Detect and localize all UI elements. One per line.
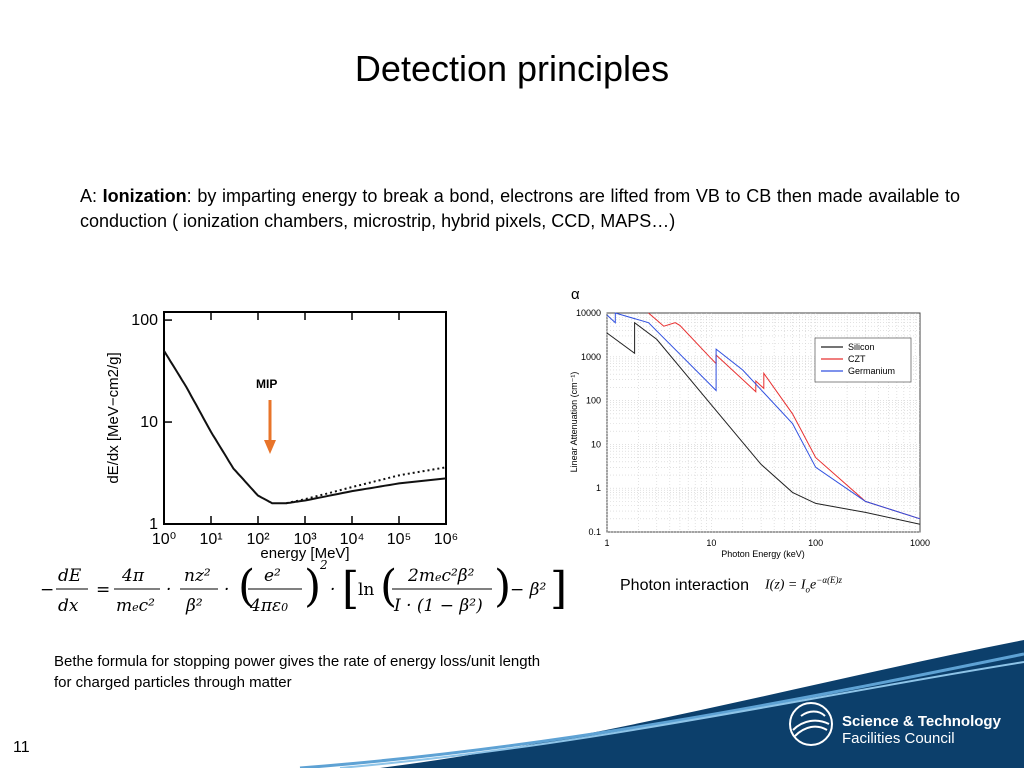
svg-text:β²: β² xyxy=(185,596,203,616)
dedx-ytick-label: 1 xyxy=(149,516,158,533)
svg-text:mec²: mec² xyxy=(116,596,155,616)
svg-text:4πε0: 4πε0 xyxy=(249,596,288,616)
paragraph-text: : by imparting energy to break a bond, e… xyxy=(80,186,960,231)
logo-line-2: Facilities Council xyxy=(842,730,955,747)
attenuation-xtick-label: 10 xyxy=(706,538,716,548)
svg-text:dE: dE xyxy=(58,566,82,586)
attenuation-series-silicon xyxy=(606,321,921,525)
slide-number: 11 xyxy=(13,739,30,756)
svg-text:(: ( xyxy=(380,561,397,612)
svg-text:dx: dx xyxy=(58,596,79,616)
svg-text:): ) xyxy=(494,561,511,612)
dedx-xlabel: energy [MeV] xyxy=(260,545,349,562)
caption-line-1: Bethe formula for stopping power gives t… xyxy=(54,653,541,670)
dedx-xtick-label: 10⁰ xyxy=(152,531,176,548)
svg-text:·: · xyxy=(166,580,171,600)
dedx-xtick-label: 10³ xyxy=(293,531,317,548)
dedx-xtick-label: 10⁴ xyxy=(340,531,365,548)
attenuation-ytick-label: 1 xyxy=(596,483,601,493)
page-title: Detection principles xyxy=(354,48,670,89)
stfc-logo-text: Science & Technology Facilities Council xyxy=(842,713,1001,747)
dedx-xtick-label: 10¹ xyxy=(199,531,222,548)
attenuation-ytick-label: 1000 xyxy=(581,352,601,362)
attenuation-ylabel: Linear Attenuation (cm⁻¹) xyxy=(569,372,579,473)
svg-text:=: = xyxy=(96,580,110,600)
attenuation-formula: I(z) = Ioe−α(E)z xyxy=(765,575,843,595)
dedx-xtick-label: 10² xyxy=(246,531,270,548)
stfc-logo-icon xyxy=(789,702,833,746)
svg-text:]: ] xyxy=(550,563,566,614)
attenuation-ytick-label: 100 xyxy=(586,396,601,406)
svg-text:ln: ln xyxy=(358,580,374,600)
svg-text:e²: e² xyxy=(264,566,281,586)
mip-arrow xyxy=(264,400,276,454)
photon-interaction-label: Photon interaction xyxy=(620,577,749,594)
svg-text:I · (1 − β²): I · (1 − β²) xyxy=(393,596,483,616)
attenuation-xtick-label: 1000 xyxy=(910,538,930,548)
mip-label: MIP xyxy=(256,377,278,391)
caption-line-2: for charged particles through matter xyxy=(54,674,292,691)
attenuation-ytick-label: 10000 xyxy=(576,308,601,318)
dedx-series-line xyxy=(163,350,447,505)
svg-text:(: ( xyxy=(238,561,255,612)
svg-text:4π: 4π xyxy=(121,566,145,586)
dedx-xtick-label: 10⁵ xyxy=(387,531,411,548)
attenuation-xlabel: Photon Energy (keV) xyxy=(721,549,805,559)
bethe-formula: − dE dx = 4π mec² · nz² β² · ( e² 4πε0 ) 2 ·… xyxy=(40,558,566,616)
attenuation-ytick-label: 0.1 xyxy=(588,527,601,537)
footer-swoosh xyxy=(299,640,1024,768)
ionization-paragraph: A: Ionization: by imparting energy to br… xyxy=(80,184,960,234)
dedx-ylabel: dE/dx [MeV−cm2/g] xyxy=(105,352,122,483)
legend-entry: Germanium xyxy=(848,366,895,376)
logo-line-1: Science & Technology xyxy=(842,713,1001,730)
attenuation-series-germanium xyxy=(606,312,921,520)
paragraph-prefix: A: xyxy=(80,186,103,206)
bethe-caption: Bethe formula for stopping power gives t… xyxy=(54,651,694,693)
paragraph-bold-term: Ionization xyxy=(102,186,187,206)
legend-entry: CZT xyxy=(848,354,866,364)
svg-text:2mec²β²: 2mec²β² xyxy=(407,566,475,586)
svg-text:): ) xyxy=(304,561,321,612)
dedx-xtick-label: 10⁶ xyxy=(434,531,458,548)
attenuation-series-czt xyxy=(648,312,921,520)
dedx-ytick-label: 10 xyxy=(140,414,158,431)
attenuation-xtick-label: 100 xyxy=(808,538,823,548)
svg-text:[: [ xyxy=(342,563,359,614)
svg-text:−: − xyxy=(40,580,54,600)
dedx-chart: 10⁰ 10¹ 10² 10³ 10⁴ 10⁵ 10⁶ 100 10 1 dE/dx [MeV−c… xyxy=(100,300,460,562)
svg-text:·: · xyxy=(224,580,229,600)
svg-text:2: 2 xyxy=(319,558,328,572)
attenuation-ytick-label: 10 xyxy=(591,439,601,449)
dedx-ytick-label: 100 xyxy=(131,312,158,329)
attenuation-xtick-label: 1 xyxy=(604,538,609,548)
alpha-label: α xyxy=(571,286,580,303)
svg-text:nz²: nz² xyxy=(184,566,211,586)
legend-entry: Silicon xyxy=(848,342,875,352)
svg-text:− β²: − β² xyxy=(510,580,546,600)
svg-text:·: · xyxy=(330,580,335,600)
attenuation-legend: Silicon CZT Germanium xyxy=(814,337,912,383)
